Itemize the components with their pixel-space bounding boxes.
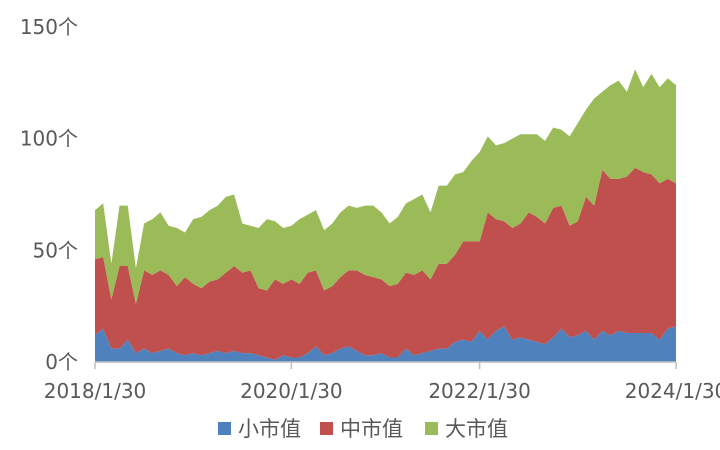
legend: 小市值 中市值 大市值 — [218, 417, 508, 441]
legend-swatch — [425, 422, 438, 435]
x-tick-label: 2020/1/30 — [240, 379, 343, 403]
y-tick-label: 50个 — [33, 238, 78, 262]
y-tick-label: 0个 — [45, 350, 78, 374]
legend-label: 大市值 — [445, 417, 508, 441]
x-axis-ticks: 2018/1/30 2020/1/30 2022/1/30 2024/1/30 — [44, 362, 720, 403]
y-tick-label: 100个 — [20, 127, 78, 151]
x-tick-label: 2022/1/30 — [428, 379, 531, 403]
area-series-3 — [95, 69, 676, 304]
legend-swatch — [218, 422, 231, 435]
legend-label: 小市值 — [238, 417, 301, 441]
x-tick-label: 2024/1/30 — [625, 379, 720, 403]
y-axis-ticks: 0个 50个 100个 150个 — [20, 15, 78, 374]
area-series-group — [95, 69, 676, 362]
area-series-1 — [95, 326, 676, 362]
legend-label: 中市值 — [340, 417, 403, 441]
x-tick-label: 2018/1/30 — [44, 379, 147, 403]
area-series-2 — [95, 167, 676, 360]
y-tick-label: 150个 — [20, 15, 78, 39]
legend-swatch — [320, 422, 333, 435]
